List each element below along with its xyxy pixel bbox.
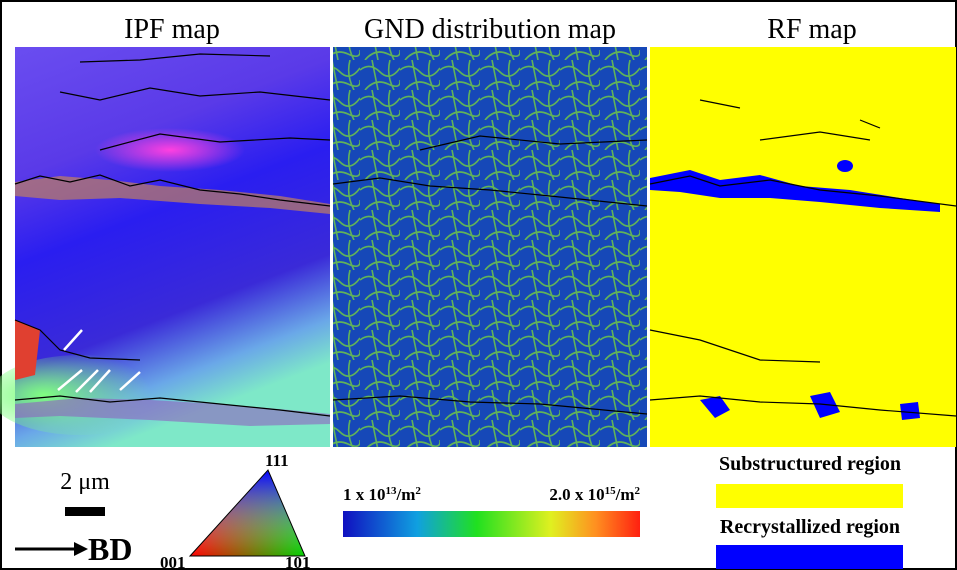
ipf-map (0, 47, 331, 447)
ipf-triangle (188, 469, 306, 557)
legend-swatch (716, 484, 903, 508)
legend-label: Substructured region (719, 453, 901, 475)
scale-bar-label: 2 μm (60, 469, 110, 495)
panel-title: IPF map (124, 14, 220, 45)
triangle-label: 111 (265, 451, 289, 470)
legend-swatch (716, 545, 903, 569)
panel-title: GND distribution map (364, 14, 616, 45)
colorbar-max-label: 2.0 x 1015/m2 (549, 485, 640, 504)
scale-bar (65, 507, 105, 516)
direction-arrow-head (74, 542, 88, 556)
triangle-label: 101 (285, 553, 311, 570)
rf-map (649, 47, 957, 447)
colorbar-min-label: 1 x 1013/m2 (343, 485, 421, 504)
panel-title: RF map (767, 14, 856, 45)
legend-label: Recrystallized region (720, 516, 900, 538)
legend: Substructured region Recrystallized regio… (716, 453, 903, 569)
triangle-label: 001 (160, 553, 186, 570)
direction-label: BD (88, 531, 132, 567)
colorbar (343, 511, 640, 537)
gnd-map (332, 47, 648, 447)
